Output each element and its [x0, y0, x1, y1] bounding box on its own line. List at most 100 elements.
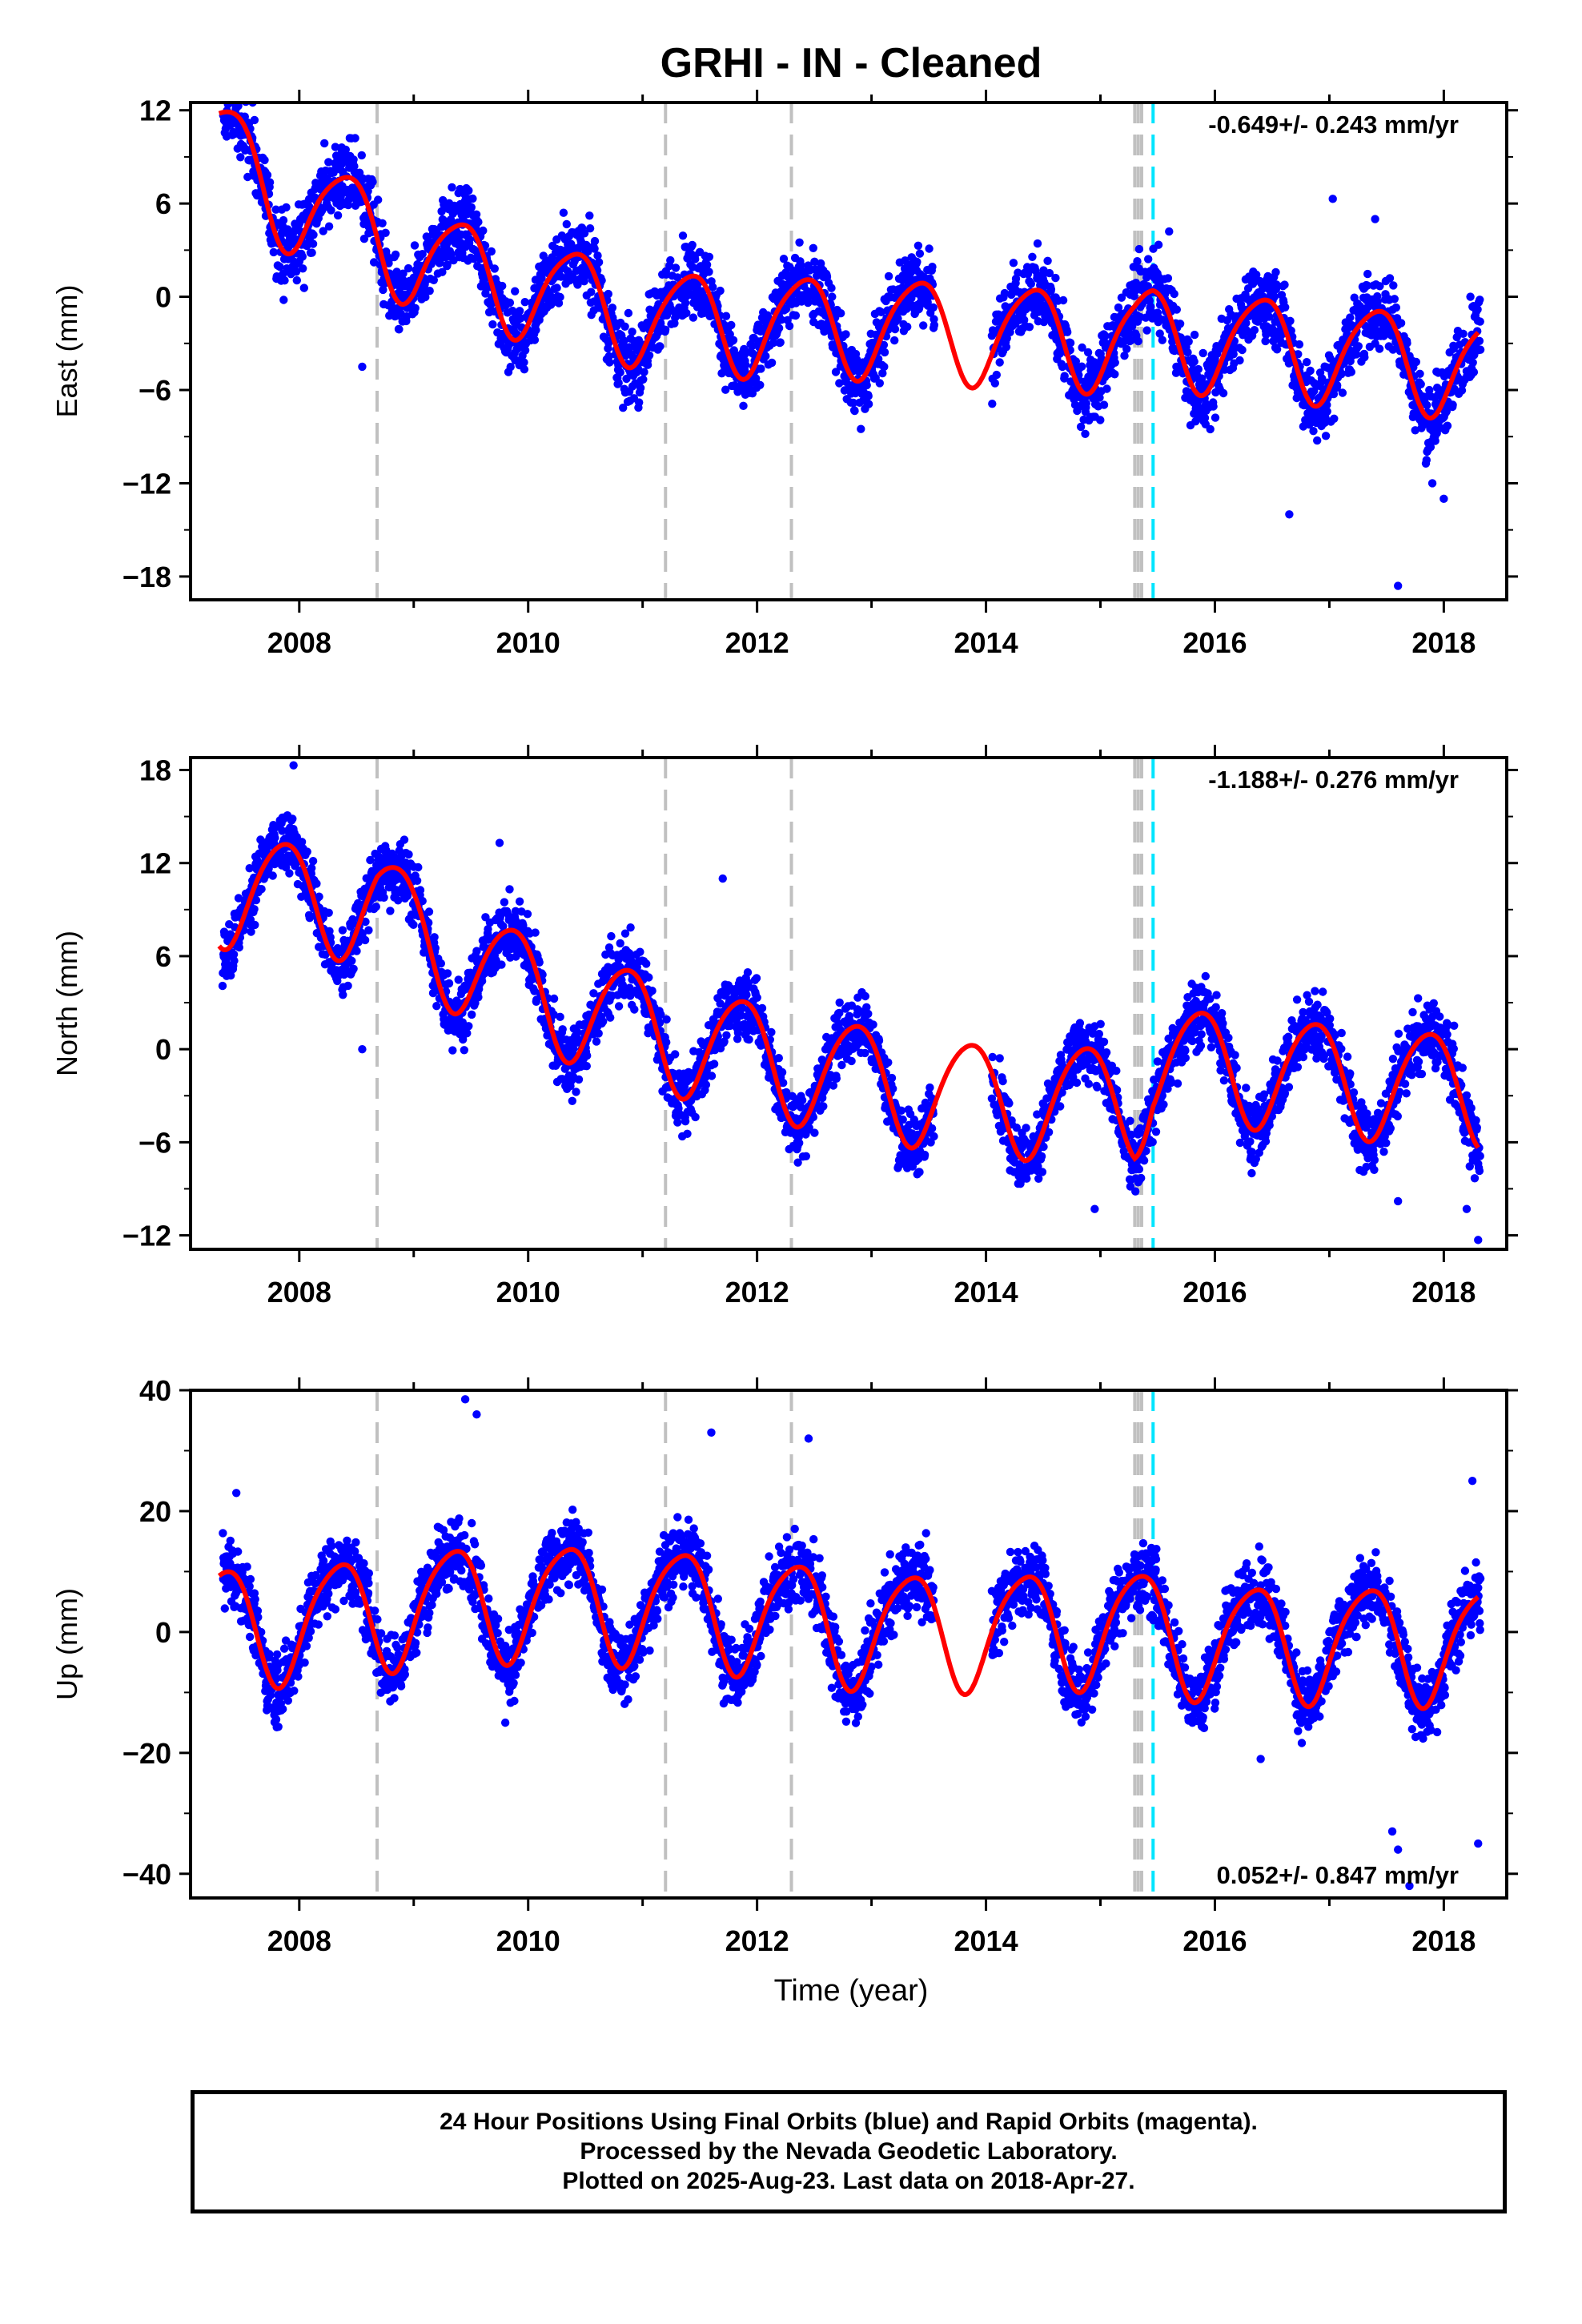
data-point — [1443, 421, 1452, 430]
data-point — [1476, 345, 1485, 354]
data-point — [622, 374, 631, 384]
data-point — [874, 355, 883, 364]
data-point — [1262, 330, 1271, 339]
data-point — [630, 1005, 639, 1014]
data-point — [1170, 289, 1178, 299]
data-point — [559, 208, 568, 217]
data-point — [992, 370, 1002, 380]
data-point — [431, 943, 440, 953]
data-point — [549, 994, 559, 1003]
data-point — [1175, 320, 1185, 328]
data-point — [616, 368, 624, 377]
data-point — [1295, 340, 1304, 349]
data-point — [592, 1037, 601, 1046]
data-point — [234, 103, 243, 111]
data-point — [875, 379, 885, 388]
data-point — [229, 950, 239, 959]
data-point — [245, 864, 254, 873]
data-point — [614, 379, 623, 388]
data-point — [742, 991, 751, 999]
data-point — [583, 1051, 592, 1060]
data-point — [828, 292, 837, 301]
data-point — [1448, 400, 1457, 409]
data-point — [1449, 344, 1459, 353]
data-point — [364, 926, 373, 935]
data-point — [391, 250, 400, 259]
data-point — [282, 203, 291, 212]
data-point — [841, 330, 850, 339]
data-point — [748, 341, 757, 351]
data-point — [1306, 366, 1315, 376]
data-point — [681, 299, 690, 308]
data-point — [448, 183, 456, 192]
y-tick-label: −6 — [139, 374, 171, 407]
data-point — [1363, 269, 1372, 279]
data-point — [626, 923, 635, 932]
data-point — [500, 898, 509, 907]
data-point — [1026, 279, 1036, 288]
x-tick-label: 2016 — [1182, 626, 1247, 659]
data-point — [362, 874, 371, 883]
data-point — [265, 178, 275, 187]
data-point — [1385, 274, 1395, 283]
data-point — [1411, 426, 1419, 435]
data-point — [590, 236, 600, 246]
data-point — [1250, 326, 1259, 335]
data-point — [1209, 402, 1218, 411]
data-point — [1183, 348, 1192, 357]
plot-frame — [189, 101, 1508, 601]
data-point — [756, 380, 765, 389]
data-point — [410, 241, 420, 250]
data-point — [341, 145, 350, 155]
data-point — [279, 296, 288, 304]
data-point — [298, 252, 307, 261]
data-point — [795, 1139, 804, 1148]
data-point — [438, 267, 447, 276]
data-point — [1280, 280, 1289, 289]
data-point — [347, 956, 356, 966]
data-point — [1051, 273, 1060, 283]
y-tick-label: 6 — [155, 187, 171, 220]
data-point — [1373, 297, 1382, 306]
data-point — [436, 959, 445, 968]
data-point — [1475, 336, 1484, 345]
data-point — [1206, 424, 1215, 434]
data-point — [666, 255, 675, 265]
data-point — [235, 943, 243, 952]
data-point — [709, 1059, 719, 1068]
data-point — [671, 1050, 680, 1059]
data-point — [635, 398, 644, 407]
data-point — [1219, 388, 1228, 398]
data-point — [1146, 302, 1155, 312]
data-point — [1078, 343, 1086, 352]
model-curve — [218, 109, 1480, 421]
data-point — [1423, 400, 1431, 410]
data-point — [1095, 393, 1104, 402]
data-point — [648, 987, 656, 995]
data-point — [1285, 510, 1294, 519]
data-point — [468, 1010, 476, 1019]
data-point — [753, 993, 761, 1003]
data-point — [1351, 350, 1361, 359]
data-point — [532, 326, 540, 335]
data-point — [779, 255, 789, 263]
data-point — [499, 922, 508, 931]
data-point — [691, 255, 700, 263]
data-point — [1058, 362, 1067, 372]
data-point — [338, 926, 347, 935]
data-point — [1375, 282, 1384, 291]
data-point — [850, 406, 859, 416]
data-point — [1142, 326, 1151, 335]
data-point — [1466, 292, 1475, 301]
data-point — [1265, 312, 1274, 321]
data-point — [604, 352, 613, 361]
data-point — [424, 919, 433, 927]
data-point — [349, 155, 358, 164]
data-point — [878, 368, 887, 378]
data-point — [234, 894, 243, 903]
data-point — [1122, 344, 1131, 353]
data-point — [1391, 303, 1401, 312]
data-point — [662, 1038, 671, 1047]
y-tick-label: −12 — [122, 467, 171, 500]
data-point — [1082, 399, 1090, 408]
